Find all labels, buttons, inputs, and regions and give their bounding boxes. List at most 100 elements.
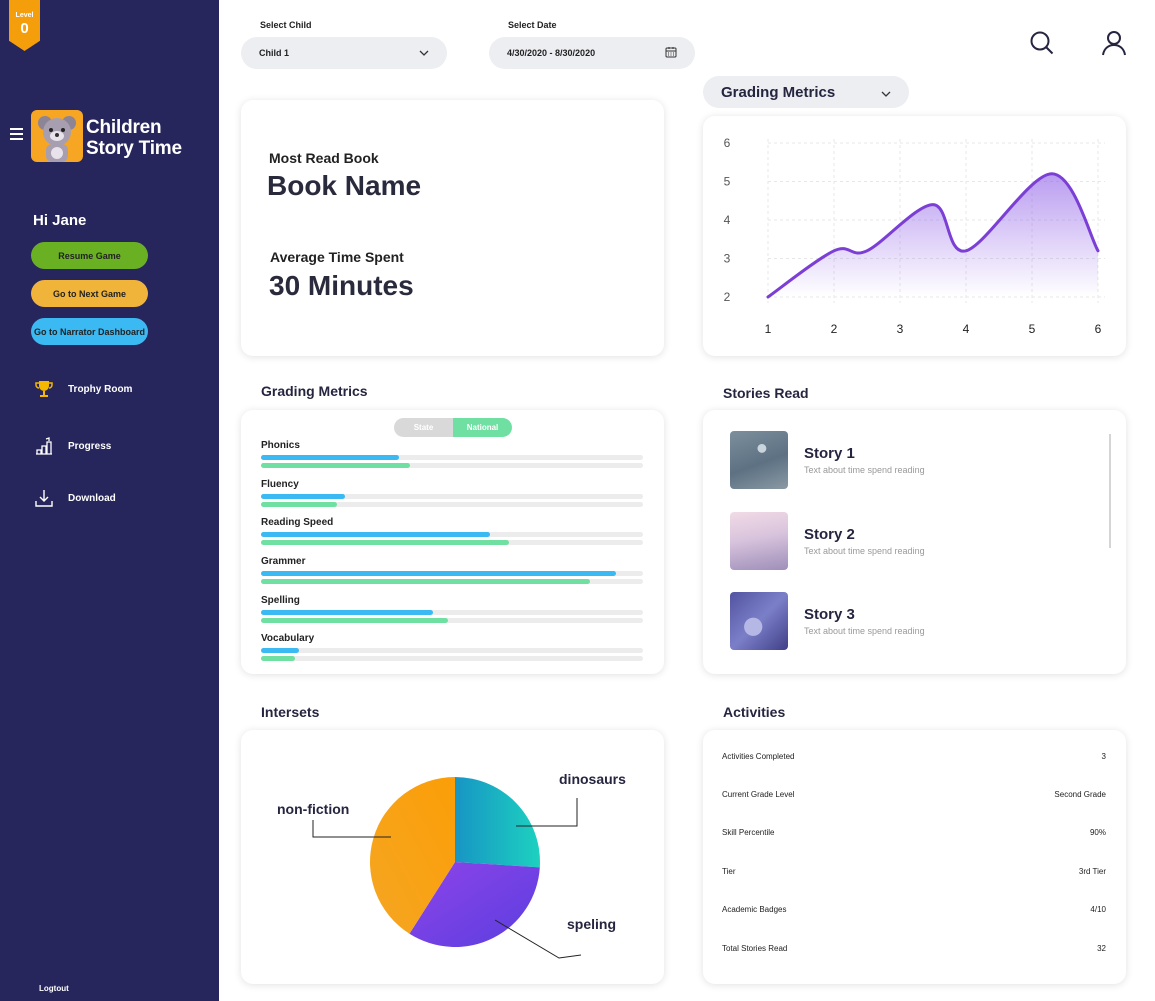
metric-name: Vocabulary — [261, 633, 315, 644]
logo-bear-icon — [31, 110, 83, 162]
activity-row: Academic Badges 4/10 — [722, 905, 1106, 914]
line-series — [766, 172, 1100, 299]
national-bar — [261, 502, 338, 507]
metric-name: Spelling — [261, 595, 300, 606]
download-icon — [33, 487, 55, 509]
progress-icon — [33, 435, 55, 457]
metric-row-1: Fluency — [261, 479, 643, 507]
sidebar-item-trophy-room[interactable]: Trophy Room — [33, 378, 132, 400]
metric-row-0: Phonics — [261, 440, 643, 468]
activity-label: Skill Percentile — [722, 828, 775, 837]
activity-label: Total Stories Read — [722, 944, 788, 953]
state-bar — [261, 494, 346, 499]
logo-line2: Story Time — [86, 138, 182, 159]
interests-title: Intersets — [261, 704, 320, 720]
activity-row: Total Stories Read 32 — [722, 944, 1106, 953]
activity-label: Current Grade Level — [722, 790, 795, 799]
chevron-down-icon — [881, 84, 891, 101]
metric-name: Grammer — [261, 556, 306, 567]
interests-pie-chart — [312, 777, 582, 959]
story-item[interactable]: Story 2 Text about time spend reading — [730, 512, 1110, 572]
x-tick-label: 1 — [765, 322, 772, 336]
line-chart: 6 5 4 3 2 1 2 3 4 5 6 — [724, 136, 1105, 336]
date-range-value: 4/30/2020 - 8/30/2020 — [507, 48, 596, 58]
y-tick-label: 3 — [724, 252, 731, 266]
child-select-value: Child 1 — [259, 48, 290, 58]
national-bar — [261, 618, 449, 623]
activities-card: Activities Completed 3 Current Grade Level… — [703, 730, 1126, 984]
search-icon[interactable] — [1029, 30, 1055, 61]
pie-label-non-fiction: non-fiction — [277, 801, 350, 817]
sidebar-item-label: Progress — [68, 440, 112, 452]
activity-row: Current Grade Level Second Grade — [722, 790, 1106, 799]
next-game-button[interactable]: Go to Next Game — [31, 280, 148, 307]
toggle-state[interactable]: State — [394, 418, 453, 437]
most-read-card: Most Read Book Book Name Average Time Sp… — [241, 100, 664, 356]
activity-row: Activities Completed 3 — [722, 752, 1106, 761]
most-read-value: Book Name — [267, 170, 422, 201]
stories-scrollbar[interactable] — [1109, 434, 1111, 548]
resume-game-button[interactable]: Resume Game — [31, 242, 148, 269]
activity-label: Activities Completed — [722, 752, 795, 761]
national-bar-track — [261, 463, 643, 468]
sidebar-item-download[interactable]: Download — [33, 487, 116, 509]
logo-line1: Children — [86, 117, 162, 138]
pie-leader-line — [312, 820, 391, 838]
average-time-label: Average Time Spent — [270, 249, 404, 265]
logout-link[interactable]: Logtout — [39, 984, 69, 993]
line-area — [768, 173, 1098, 297]
state-bar — [261, 610, 433, 615]
grading-metrics-dropdown-label: Grading Metrics — [721, 83, 836, 101]
x-tick-label: 6 — [1095, 322, 1102, 336]
x-tick-label: 2 — [831, 322, 838, 336]
pie-leader-line — [494, 919, 582, 959]
x-tick-label: 3 — [897, 322, 904, 336]
activity-value: 32 — [1097, 944, 1106, 953]
national-bar-track — [261, 540, 643, 545]
story-title: Story 2 — [804, 526, 855, 543]
activities-title: Activities — [723, 704, 786, 720]
activity-value: 4/10 — [1090, 905, 1106, 914]
national-bar-track — [261, 656, 643, 661]
sidebar-item-progress[interactable]: Progress — [33, 435, 111, 457]
story-item[interactable]: Story 1 Text about time spend reading — [730, 431, 1110, 491]
grading-metrics-title: Grading Metrics — [261, 383, 368, 399]
narrator-dashboard-button[interactable]: Go to Narrator Dashboard — [31, 318, 148, 345]
x-tick-label: 4 — [963, 322, 970, 336]
state-bar-track — [261, 494, 643, 499]
grading-metrics-dropdown[interactable]: Grading Metrics — [703, 76, 909, 108]
calendar-icon — [665, 46, 677, 60]
activity-value: Second Grade — [1054, 790, 1106, 799]
trophy-icon — [33, 378, 55, 400]
activity-value: 90% — [1089, 828, 1106, 837]
activity-label: Tier — [722, 867, 736, 876]
state-bar-track — [261, 610, 643, 615]
state-bar — [261, 648, 300, 653]
select-child-label: Select Child — [260, 20, 312, 30]
average-time-value: 30 Minutes — [269, 270, 414, 301]
stories-read-title: Stories Read — [723, 385, 809, 401]
y-tick-label: 2 — [724, 290, 731, 304]
date-range-picker[interactable]: 4/30/2020 - 8/30/2020 — [489, 37, 695, 69]
user-icon[interactable] — [1101, 30, 1127, 61]
activity-row: Tier 3rd Tier — [722, 867, 1106, 876]
menu-icon[interactable] — [10, 128, 23, 142]
grading-metrics-card: State National Phonics Fluency Reading Spe… — [241, 410, 664, 674]
most-read-label: Most Read Book — [269, 150, 379, 166]
national-bar — [261, 540, 510, 545]
pie-slice-speling — [409, 862, 540, 947]
national-bar — [261, 579, 590, 584]
interests-card: dinosaurs speling non-fiction — [241, 730, 664, 984]
state-national-toggle[interactable]: State National — [394, 418, 512, 437]
story-subtitle: Text about time spend reading — [804, 465, 925, 475]
level-value: 0 — [20, 20, 29, 37]
story-title: Story 3 — [804, 606, 855, 623]
metric-name: Reading Speed — [261, 517, 334, 528]
child-select[interactable]: Child 1 — [241, 37, 447, 69]
story-thumbnail — [730, 431, 788, 489]
state-bar-track — [261, 571, 643, 576]
toggle-national[interactable]: National — [453, 418, 512, 437]
story-item[interactable]: Story 3 Text about time spend reading — [730, 592, 1110, 652]
logo-text: Children Story Time — [86, 117, 182, 159]
level-badge: Level 0 — [9, 0, 40, 51]
